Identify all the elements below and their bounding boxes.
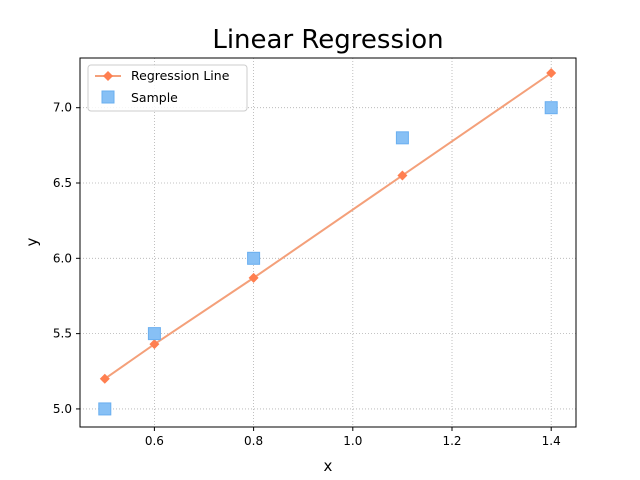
y-tick-label: 6.0 [53, 251, 72, 265]
y-axis-ticks: 5.0 5.5 6.0 6.5 7.0 [53, 101, 80, 416]
y-tick-label: 5.5 [53, 327, 72, 341]
x-axis-ticks: 0.6 0.8 1.0 1.2 1.4 [145, 427, 561, 448]
x-tick-label: 0.8 [244, 434, 263, 448]
sample-point-marker [247, 251, 261, 265]
x-tick-label: 1.0 [343, 434, 362, 448]
regression-point-marker [99, 373, 110, 384]
x-tick-label: 1.4 [542, 434, 561, 448]
y-axis-label: y [23, 237, 41, 246]
legend: Regression Line Sample [87, 64, 248, 112]
sample-point-marker [395, 131, 409, 145]
sample-point-marker [147, 327, 161, 341]
y-tick-label: 7.0 [53, 101, 72, 115]
y-tick-label: 6.5 [53, 176, 72, 190]
x-tick-label: 0.6 [145, 434, 164, 448]
regression-line [104, 72, 552, 380]
x-tick-label: 1.2 [442, 434, 461, 448]
sample-point-marker [544, 101, 558, 115]
legend-box [87, 64, 248, 112]
legend-label-sample: Sample [131, 90, 178, 105]
series-layer [98, 68, 558, 416]
regression-point-marker [397, 170, 408, 181]
legend-diamond-marker [103, 71, 113, 81]
grid [80, 58, 576, 427]
plot-area-frame [79, 57, 577, 428]
chart-title: Linear Regression [212, 25, 443, 55]
regression-point-marker [546, 68, 557, 79]
y-tick-label: 5.0 [53, 402, 72, 416]
x-axis-label: x [324, 457, 333, 475]
regression-point-marker [248, 272, 259, 283]
regression-point-marker [149, 339, 160, 350]
legend-square-marker [101, 90, 115, 104]
sample-point-marker [98, 402, 112, 416]
legend-label-regression: Regression Line [131, 68, 230, 83]
